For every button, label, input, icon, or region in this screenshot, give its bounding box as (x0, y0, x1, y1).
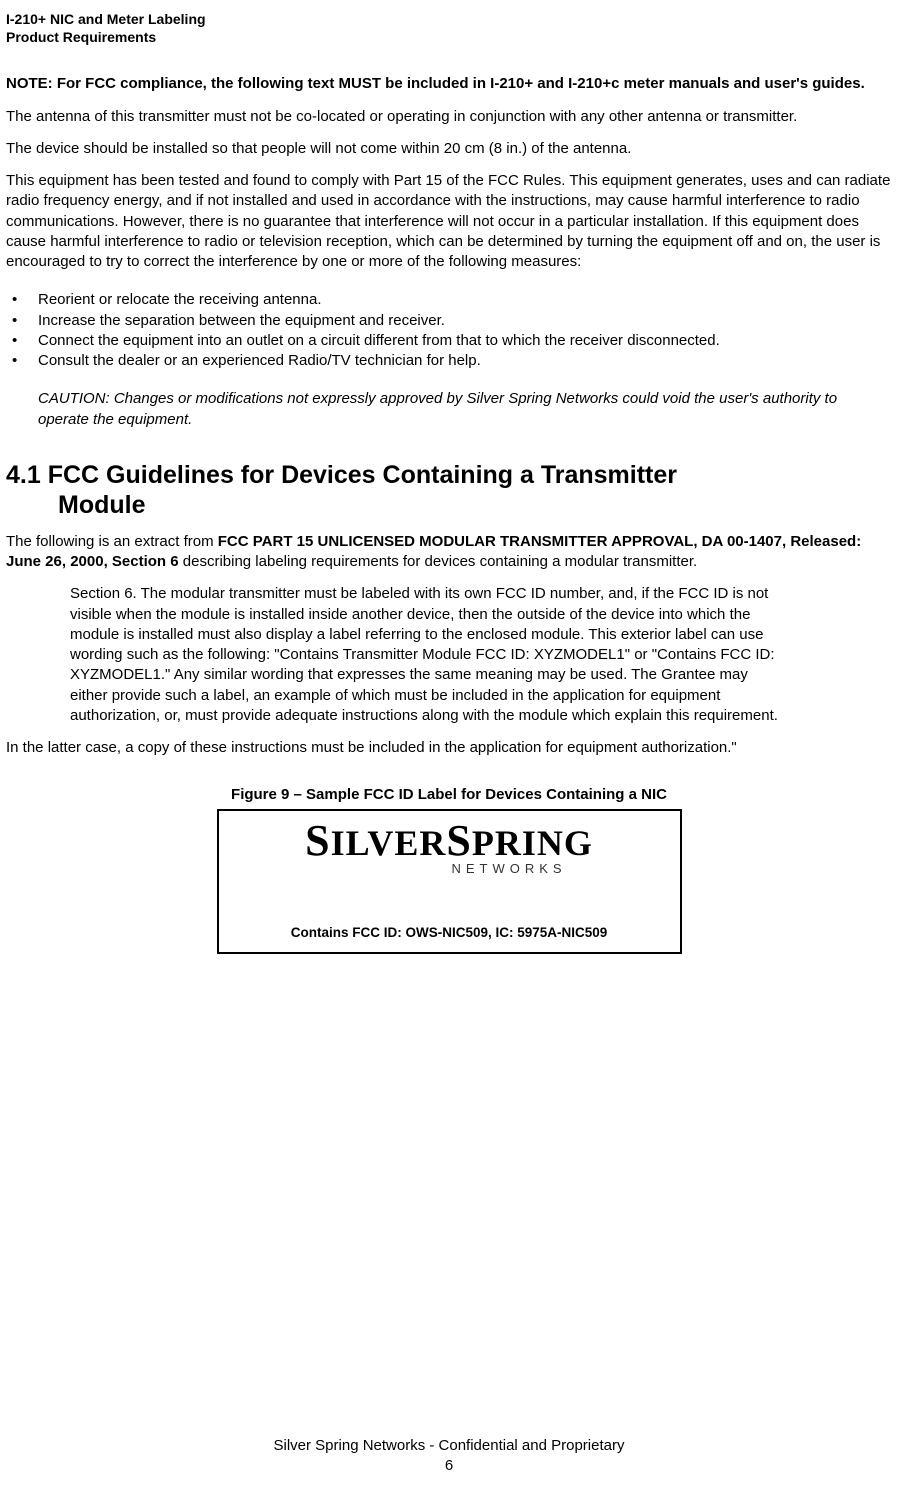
section-title-first: FCC Guidelines for Devices Containing a … (48, 461, 677, 489)
label-box: SILVERSPRING NETWORKS Contains FCC ID: O… (217, 809, 682, 954)
bullet-item: Consult the dealer or an experienced Rad… (6, 351, 892, 371)
bullet-item: Connect the equipment into an outlet on … (6, 331, 892, 351)
logo-word-ilver: ILVER (331, 823, 447, 863)
bullet-list: Reorient or relocate the receiving anten… (6, 290, 892, 371)
doc-header-line1: I-210+ NIC and Meter Labeling (6, 10, 892, 28)
paragraph-antenna: The antenna of this transmitter must not… (6, 107, 892, 127)
fcc-id-label-text: Contains FCC ID: OWS-NIC509, IC: 5975A-N… (219, 925, 680, 940)
logo-wrap: SILVERSPRING NETWORKS (219, 819, 680, 876)
note-heading: NOTE: For FCC compliance, the following … (6, 74, 892, 94)
section-number: 4.1 (6, 460, 41, 490)
paragraph-fcc-rules: This equipment has been tested and found… (6, 171, 892, 272)
extract-lead: The following is an extract from FCC PAR… (6, 532, 892, 573)
section-title-second: Module (6, 490, 892, 520)
figure-caption: Figure 9 – Sample FCC ID Label for Devic… (6, 786, 892, 803)
silverspring-logo: SILVERSPRING (219, 819, 680, 863)
caution-text: CAUTION: Changes or modifications not ex… (6, 389, 892, 430)
latter-case: In the latter case, a copy of these inst… (6, 738, 892, 758)
logo-word-pring: PRING (472, 823, 593, 863)
quoted-section-6: Section 6. The modular transmitter must … (6, 584, 892, 726)
logo-letter-s1: S (305, 816, 330, 865)
bullet-item: Reorient or relocate the receiving anten… (6, 290, 892, 310)
extract-lead-b: describing labeling requirements for dev… (179, 553, 698, 570)
footer-page-number: 6 (0, 1456, 898, 1476)
bullet-item: Increase the separation between the equi… (6, 311, 892, 331)
page-footer: Silver Spring Networks - Confidential an… (0, 1436, 898, 1477)
footer-confidential: Silver Spring Networks - Confidential an… (0, 1436, 898, 1456)
doc-header-line2: Product Requirements (6, 28, 892, 46)
section-heading: 4.1 FCC Guidelines for Devices Containin… (6, 460, 892, 520)
extract-lead-a: The following is an extract from (6, 533, 218, 550)
paragraph-install-distance: The device should be installed so that p… (6, 139, 892, 159)
logo-letter-s2: S (446, 816, 471, 865)
